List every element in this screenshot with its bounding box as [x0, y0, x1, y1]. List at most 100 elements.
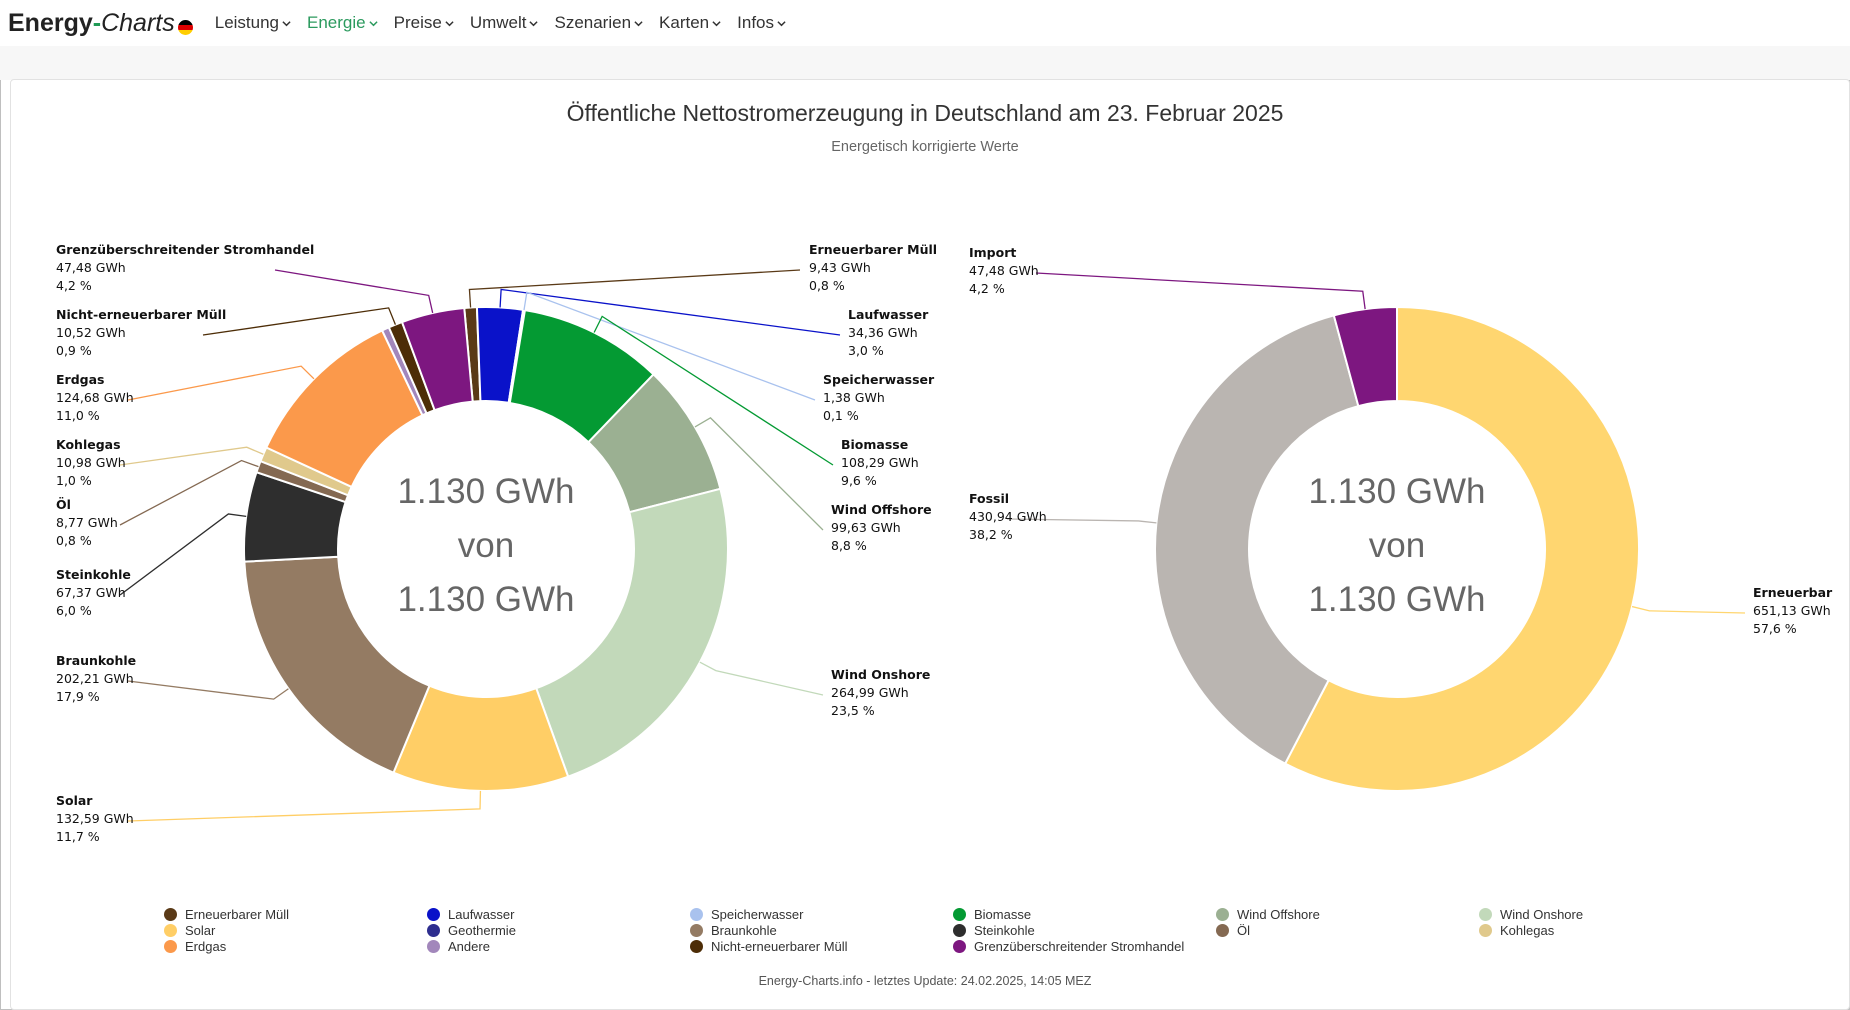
leader-line: [1631, 605, 1746, 614]
legend-dot-icon: [1479, 923, 1492, 937]
legend-dot-icon: [427, 907, 440, 921]
legend-dot-icon: [427, 939, 440, 953]
legend-label: Öl: [1237, 922, 1250, 938]
nav-item-label: Preise: [393, 13, 442, 32]
slice-label-percent-label: 0,8 %: [56, 533, 92, 548]
slice-label-value-label: 264,99 GWh: [831, 685, 909, 700]
slice-label-percent-label: 1,0 %: [56, 473, 92, 488]
legend-dot-icon: [164, 923, 177, 937]
navbar: Energy - Charts Leistung Energie Preise Umwel…: [0, 0, 1850, 46]
slice-label-value-label: 8,77 GWh: [56, 515, 118, 530]
slice-label-value-label: 10,98 GWh: [56, 455, 126, 470]
legend-item[interactable]: Andere: [427, 938, 690, 954]
leader-line: [523, 291, 816, 401]
nav-item-leistung[interactable]: Leistung: [215, 13, 291, 33]
pie-slice[interactable]: [243, 555, 431, 774]
legend-item[interactable]: Geothermie: [427, 922, 690, 938]
slice-label: Import 47,48 GWh 4,2 %: [969, 245, 1039, 296]
slice-label: Fossil 430,94 GWh 38,2 %: [969, 491, 1047, 542]
slice-label: Kohlegas 10,98 GWh 1,0 %: [56, 437, 126, 488]
nav-item-label: Szenarien: [554, 13, 632, 32]
pie-slice[interactable]: [400, 306, 474, 412]
slice-label-name: Erdgas: [56, 372, 104, 387]
logo-word-energy: Energy: [8, 8, 93, 37]
logo-dash: -: [92, 8, 102, 37]
legend-label: Kohlegas: [1500, 922, 1555, 938]
leader-line: [119, 446, 264, 466]
slice-label-name: Steinkohle: [56, 567, 131, 582]
legend-item[interactable]: Solar: [164, 922, 427, 938]
legend-label: Braunkohle: [711, 922, 777, 938]
nav-item-label: Karten: [659, 13, 710, 32]
legend-item[interactable]: Laufwasser: [427, 906, 690, 922]
slice-label-percent-label: 4,2 %: [56, 278, 92, 293]
leader-line: [1006, 518, 1157, 524]
leader-line: [127, 790, 482, 822]
nav-item-karten[interactable]: Karten: [659, 13, 721, 33]
slice-label-percent-label: 38,2 %: [969, 527, 1013, 542]
pie-slice[interactable]: [534, 487, 729, 778]
pie-slice[interactable]: [1332, 305, 1398, 408]
nav-item-umwelt[interactable]: Umwelt: [470, 13, 539, 33]
slice-label-percent-label: 3,0 %: [848, 343, 884, 358]
legend-item[interactable]: Erneuerbarer Müll: [164, 906, 427, 922]
legend-dot-icon: [953, 923, 966, 937]
legend-item[interactable]: Braunkohle: [690, 922, 953, 938]
slice-label-name: Speicherwasser: [823, 372, 935, 387]
slice-label-percent-label: 4,2 %: [969, 281, 1005, 296]
leader-line: [468, 269, 801, 308]
legend-item[interactable]: Wind Offshore: [1216, 906, 1479, 922]
slice-label: Nicht-erneuerbarer Müll 10,52 GWh 0,9 %: [56, 307, 226, 358]
slice-label-name: Grenzüberschreitender Stromhandel: [56, 242, 314, 257]
legend-item[interactable]: Kohlegas: [1479, 922, 1742, 938]
slice-label-percent-label: 8,8 %: [831, 538, 867, 553]
nav-item-label: Energie: [307, 13, 366, 32]
leader-line: [127, 365, 315, 401]
leader-line: [699, 661, 824, 696]
legend-label: Erneuerbarer Müll: [185, 906, 290, 922]
slice-label-name: Wind Offshore: [831, 502, 932, 517]
site-logo[interactable]: Energy - Charts: [8, 9, 193, 38]
german-flag-icon: [177, 19, 193, 35]
slice-label-percent-label: 0,9 %: [56, 343, 92, 358]
slice-label-value-label: 47,48 GWh: [56, 260, 126, 275]
pie-slice[interactable]: [1154, 314, 1360, 765]
legend-dot-icon: [1216, 923, 1229, 937]
pie-slice[interactable]: [1283, 305, 1640, 792]
nav-item-infos[interactable]: Infos: [737, 13, 786, 33]
legend-item[interactable]: Speicherwasser: [690, 906, 953, 922]
nav-item-preise[interactable]: Preise: [394, 13, 454, 33]
legend-dot-icon: [427, 923, 440, 937]
legend-item[interactable]: Grenzüberschreitender Stromhandel: [953, 938, 1216, 954]
slice-label-percent-label: 9,6 %: [841, 473, 877, 488]
slice-label: Öl 8,77 GWh 0,8 %: [56, 497, 118, 548]
legend-item[interactable]: Öl: [1216, 922, 1479, 938]
nav-item-szenarien[interactable]: Szenarien: [554, 13, 643, 33]
slice-label-value-label: 651,13 GWh: [1753, 603, 1831, 618]
slice-label: Speicherwasser 1,38 GWh 0,1 %: [823, 372, 935, 423]
logo-word-charts: Charts: [101, 8, 175, 37]
slice-label: Erneuerbarer Müll 9,43 GWh 0,8 %: [809, 242, 937, 293]
slice-label-value-label: 430,94 GWh: [969, 509, 1047, 524]
slice-label-value-label: 34,36 GWh: [848, 325, 918, 340]
slice-label-name: Wind Onshore: [831, 667, 930, 682]
main-menu: Leistung Energie Preise Umwelt Szenarien Kart…: [215, 13, 802, 33]
legend-item[interactable]: Erdgas: [164, 938, 427, 954]
donut-chart-2: Erneuerbar 651,13 GWh 57,6 % Fossil 430,94 G…: [969, 245, 1833, 792]
slice-label-percent-label: 6,0 %: [56, 603, 92, 618]
legend-label: Andere: [448, 938, 490, 954]
nav-divider-strip: [0, 46, 1850, 80]
nav-item-energie[interactable]: Energie: [307, 13, 378, 33]
slice-label-name: Erneuerbarer Müll: [809, 242, 937, 257]
slice-label: Laufwasser 34,36 GWh 3,0 %: [848, 307, 929, 358]
slice-label-name: Biomasse: [841, 437, 908, 452]
legend-item[interactable]: Biomasse: [953, 906, 1216, 922]
slice-label-name: Öl: [56, 497, 71, 512]
leader-line: [274, 269, 434, 314]
leader-line: [202, 307, 397, 336]
legend-item[interactable]: Nicht-erneuerbarer Müll: [690, 938, 953, 954]
legend-item[interactable]: Steinkohle: [953, 922, 1216, 938]
legend-item[interactable]: Wind Onshore: [1479, 906, 1742, 922]
slice-label: Erdgas 124,68 GWh 11,0 %: [56, 372, 134, 423]
